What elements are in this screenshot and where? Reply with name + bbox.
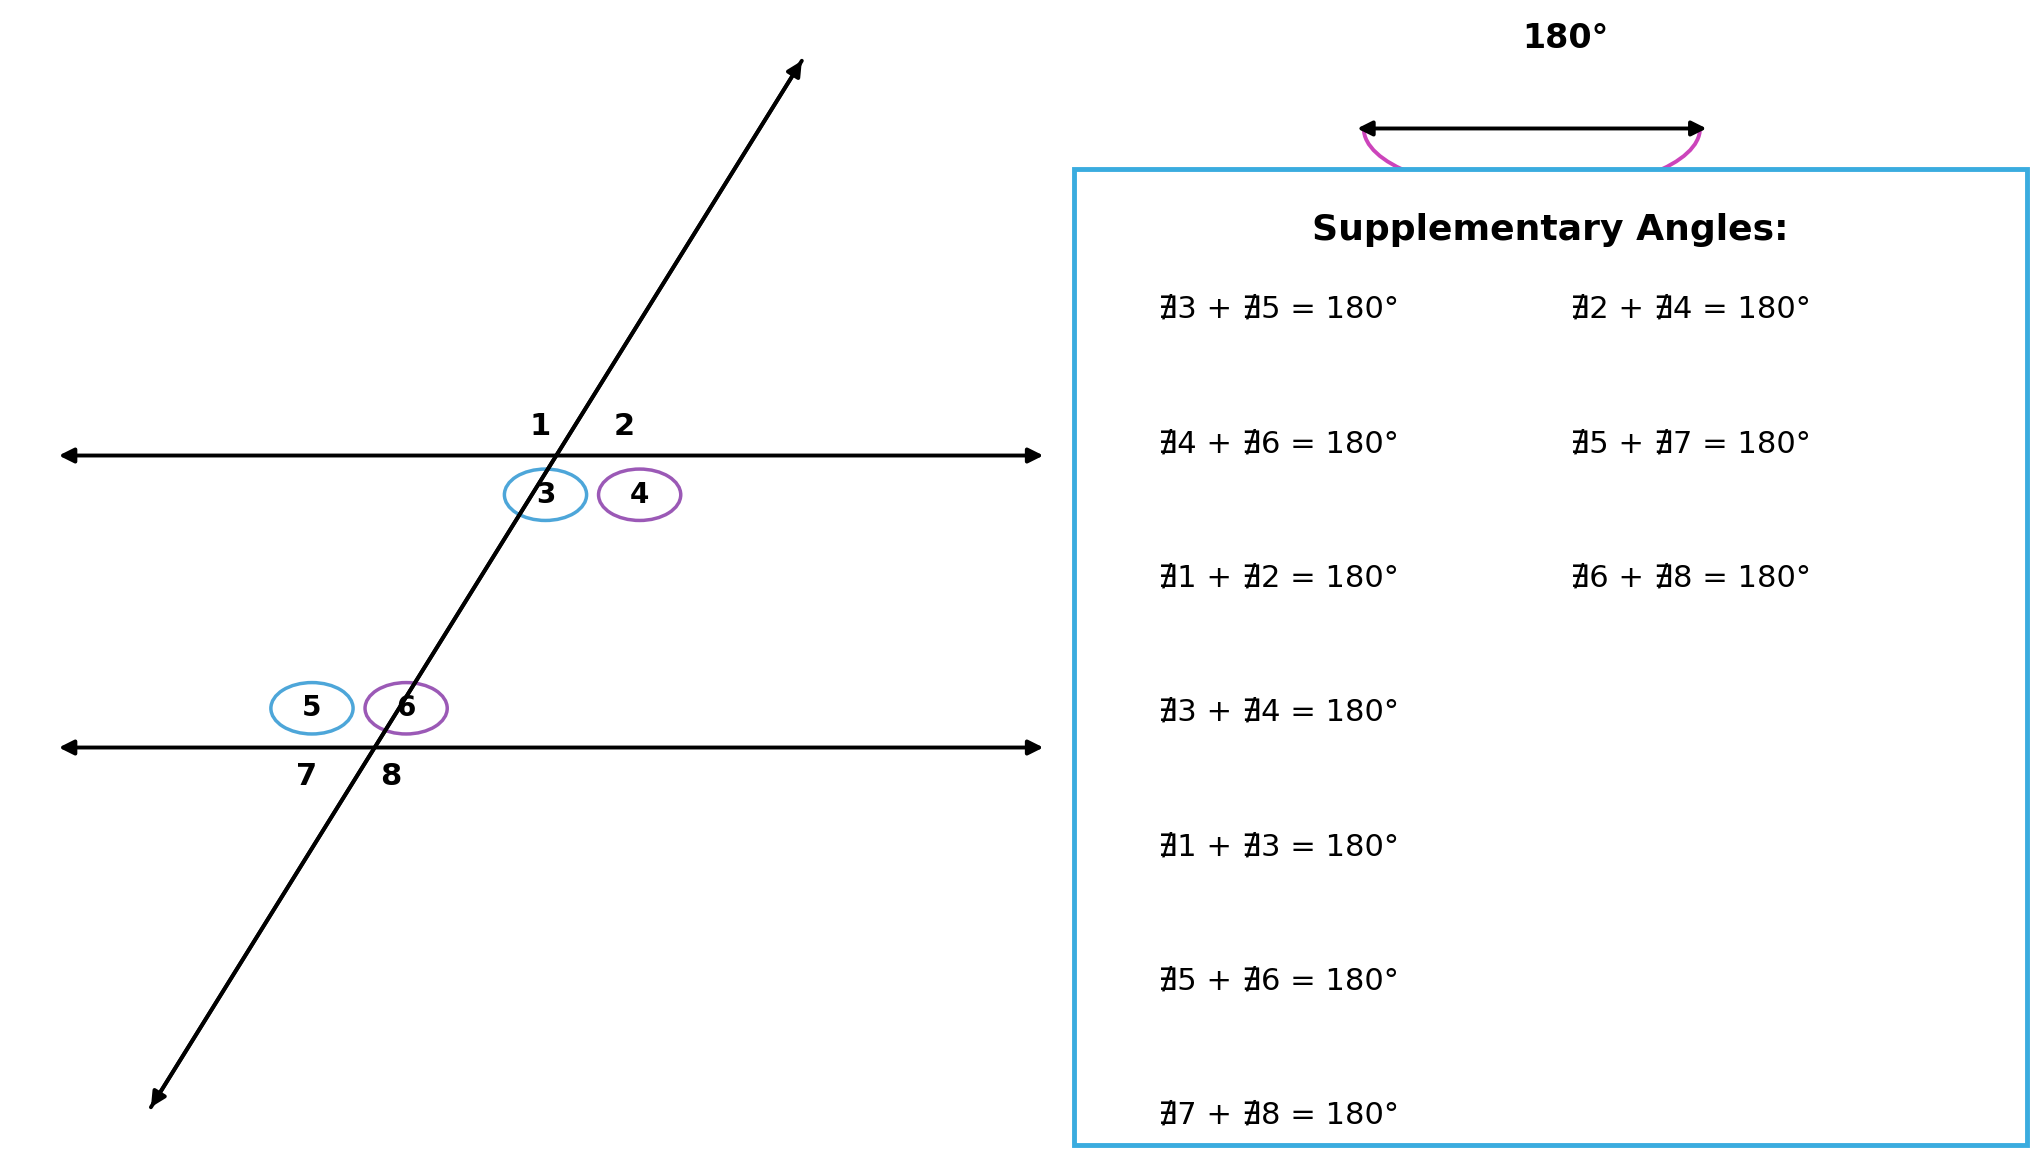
Text: ∄1 + ∄2 = 180°: ∄1 + ∄2 = 180° (1158, 564, 1399, 592)
FancyBboxPatch shape (1075, 169, 2027, 1145)
Text: ∄3 + ∄4 = 180°: ∄3 + ∄4 = 180° (1158, 698, 1399, 726)
Text: ∄2 + ∄4 = 180°: ∄2 + ∄4 = 180° (1568, 296, 1809, 324)
Text: 1: 1 (530, 411, 551, 440)
Text: ∄3 + ∄5 = 180°: ∄3 + ∄5 = 180° (1158, 296, 1399, 324)
Text: 7: 7 (296, 763, 318, 792)
Text: 180°: 180° (1521, 22, 1609, 55)
Text: ∄5 + ∄7 = 180°: ∄5 + ∄7 = 180° (1568, 430, 1809, 458)
Text: 6: 6 (396, 694, 416, 722)
Text: ∄7 + ∄8 = 180°: ∄7 + ∄8 = 180° (1158, 1101, 1399, 1129)
Text: ∄5 + ∄6 = 180°: ∄5 + ∄6 = 180° (1158, 967, 1399, 995)
Text: Supplementary Angles:: Supplementary Angles: (1311, 213, 1788, 248)
Text: 3: 3 (536, 481, 555, 509)
Text: ∄4 + ∄6 = 180°: ∄4 + ∄6 = 180° (1158, 430, 1399, 458)
Text: 4: 4 (630, 481, 648, 509)
Text: ∄6 + ∄8 = 180°: ∄6 + ∄8 = 180° (1568, 564, 1811, 592)
Text: 8: 8 (379, 763, 402, 792)
Text: ∄1 + ∄3 = 180°: ∄1 + ∄3 = 180° (1158, 833, 1399, 861)
Text: 2: 2 (614, 411, 634, 440)
Text: 5: 5 (302, 694, 322, 722)
